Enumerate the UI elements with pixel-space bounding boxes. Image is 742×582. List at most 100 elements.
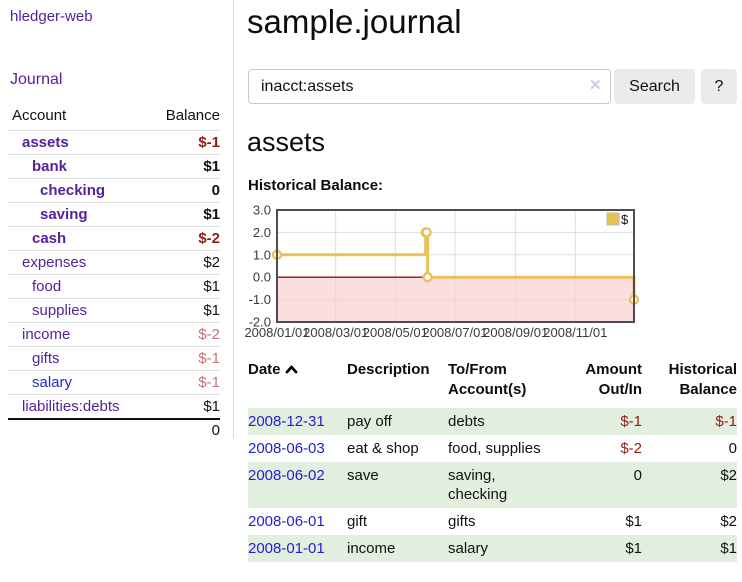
- account-link-cash[interactable]: cash: [32, 230, 67, 247]
- account-link-checking[interactable]: checking: [40, 182, 106, 199]
- account-link-expenses[interactable]: expenses: [22, 254, 87, 271]
- transaction-balance: $2: [642, 462, 737, 508]
- transaction-balance: $2: [720, 513, 737, 530]
- sidebar-item-journal[interactable]: Journal: [10, 71, 63, 88]
- register-row: 2008-01-01 income salary $1 $1: [248, 535, 737, 562]
- transaction-accounts: food, supplies: [448, 440, 541, 457]
- description-column-header: Description: [347, 361, 430, 378]
- transaction-accounts: gifts: [448, 513, 476, 530]
- register-row: 2008-12-31 pay off debts $-1 $-1: [248, 408, 737, 435]
- account-balance: 0: [211, 182, 220, 199]
- svg-text:2008/01/01: 2008/01/01: [244, 325, 309, 340]
- account-row-gifts: gifts $-1: [8, 346, 220, 370]
- account-balance: $1: [203, 398, 220, 415]
- account-link-bank[interactable]: bank: [32, 158, 68, 175]
- account-row-expenses: expenses $2: [8, 250, 220, 274]
- account-balance: $-2: [198, 326, 220, 343]
- transaction-date-link[interactable]: 2008-06-03: [248, 440, 325, 457]
- transaction-description: pay off: [347, 408, 448, 435]
- chart-title: Historical Balance:: [248, 177, 384, 194]
- accounts-total-value: 0: [211, 422, 220, 439]
- svg-text:2008/07/01: 2008/07/01: [422, 325, 487, 340]
- sidebar-accounts-table: Account Balance assets $-1 bank $1 check…: [8, 104, 220, 441]
- clear-search-icon[interactable]: ✕: [589, 77, 602, 94]
- transaction-accounts: debts: [448, 408, 563, 435]
- app-brand-link[interactable]: hledger-web: [10, 8, 93, 25]
- svg-text:$: $: [621, 212, 629, 227]
- account-link-salary[interactable]: salary: [32, 374, 73, 391]
- svg-text:2008/05/01: 2008/05/01: [363, 325, 428, 340]
- page-title: sample.journal: [247, 3, 462, 40]
- svg-text:0.0: 0.0: [253, 270, 271, 285]
- transaction-date-link[interactable]: 2008-06-01: [248, 513, 325, 530]
- transaction-date-link[interactable]: 2008-12-31: [248, 413, 325, 430]
- account-balance: $-1: [198, 134, 220, 151]
- account-balance: $-1: [198, 374, 220, 391]
- account-heading: assets: [247, 127, 326, 157]
- sort-asc-icon: [285, 360, 298, 380]
- transaction-description: save: [347, 462, 448, 508]
- balance-column-header: Historical Balance: [668, 361, 737, 398]
- account-link-saving[interactable]: saving: [40, 206, 88, 223]
- svg-text:2008/11/01: 2008/11/01: [543, 325, 607, 340]
- account-balance: $1: [203, 206, 220, 223]
- account-link-assets[interactable]: assets: [22, 134, 69, 151]
- transaction-amount: $-2: [620, 440, 642, 457]
- help-button[interactable]: ?: [701, 69, 737, 104]
- search-input[interactable]: [248, 69, 611, 104]
- accounts-total-row: 0: [8, 418, 220, 441]
- account-row-saving: saving $1: [8, 202, 220, 226]
- sidebar-divider: [233, 0, 234, 438]
- account-balance: $1: [203, 158, 220, 175]
- register-header-row: Date Description To/From Account(s) Amou…: [248, 358, 737, 408]
- account-link-liabilities-debts[interactable]: liabilities:debts: [22, 398, 120, 415]
- register-row: 2008-06-02 save saving, checking 0 $2: [248, 462, 737, 508]
- historical-balance-chart: $3.0 2.0 1.0 0.0 -1.0 -2.0 2008/01/01 2008/03/0…: [240, 203, 642, 346]
- transaction-amount: $-1: [563, 408, 642, 435]
- svg-text:3.0: 3.0: [253, 204, 271, 218]
- transaction-description: eat & shop: [347, 440, 419, 457]
- transaction-date-link[interactable]: 2008-01-01: [248, 540, 325, 557]
- account-balance: $1: [203, 302, 220, 319]
- transaction-accounts: salary: [448, 535, 563, 562]
- account-balance: $2: [203, 254, 220, 271]
- account-row-supplies: supplies $1: [8, 298, 220, 322]
- transaction-balance: $1: [642, 535, 737, 562]
- transaction-description: gift: [347, 513, 368, 530]
- account-link-income[interactable]: income: [22, 326, 71, 343]
- account-column-header: Account: [12, 107, 67, 124]
- account-link-gifts[interactable]: gifts: [32, 350, 60, 367]
- account-row-cash: cash $-2: [8, 226, 220, 250]
- svg-text:-1.0: -1.0: [249, 292, 271, 307]
- account-row-checking: checking 0: [8, 178, 220, 202]
- sidebar-table-header: Account Balance: [8, 104, 220, 130]
- account-row-assets: assets $-1: [8, 130, 220, 154]
- transaction-amount: 0: [563, 462, 642, 508]
- accounts-column-header: To/From Account(s): [448, 361, 527, 398]
- svg-text:2008/09/01: 2008/09/01: [483, 325, 548, 340]
- svg-text:-2.0: -2.0: [249, 315, 271, 330]
- account-balance: $1: [203, 278, 220, 295]
- search-button[interactable]: Search: [614, 69, 695, 104]
- date-column-header[interactable]: Date: [248, 358, 347, 408]
- account-row-food: food $1: [8, 274, 220, 298]
- transaction-balance: 0: [728, 440, 737, 457]
- amount-column-header: Amount Out/In: [585, 361, 642, 398]
- account-row-income: income $-2: [8, 322, 220, 346]
- svg-text:1.0: 1.0: [253, 247, 271, 262]
- transaction-description: income: [347, 535, 448, 562]
- account-link-supplies[interactable]: supplies: [32, 302, 88, 319]
- transaction-accounts: saving, checking: [448, 462, 563, 508]
- transaction-date-link[interactable]: 2008-06-02: [248, 467, 325, 484]
- register-table: Date Description To/From Account(s) Amou…: [248, 358, 737, 562]
- transaction-amount: $1: [625, 513, 642, 530]
- account-row-salary: salary $-1: [8, 370, 220, 394]
- register-row: 2008-06-03 eat & shop food, supplies $-2…: [248, 435, 737, 462]
- register-row: 2008-06-01 gift gifts $1 $2: [248, 508, 737, 535]
- account-balance: $-2: [198, 230, 220, 247]
- transaction-amount: $1: [563, 535, 642, 562]
- account-balance: $-1: [198, 350, 220, 367]
- balance-column-header: Balance: [165, 107, 220, 124]
- account-link-food[interactable]: food: [32, 278, 62, 295]
- svg-text:2008/03/01: 2008/03/01: [303, 325, 368, 340]
